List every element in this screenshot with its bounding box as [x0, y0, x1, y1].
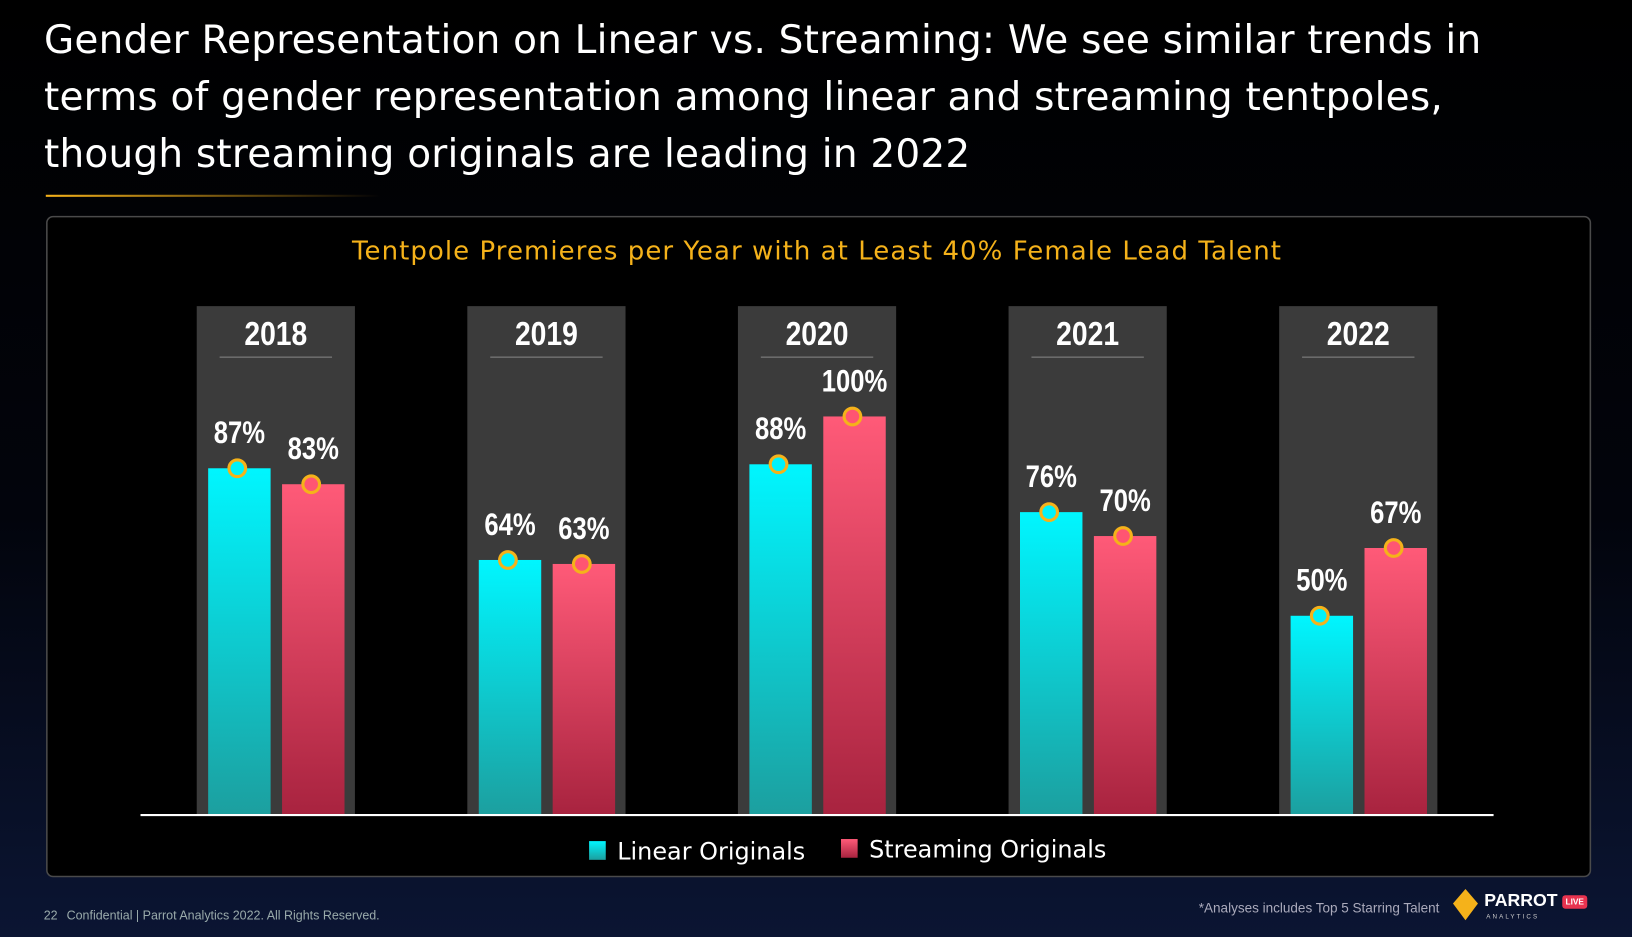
value-label: 64% — [484, 508, 535, 543]
legend-swatch — [840, 839, 858, 858]
bar-marker — [1039, 502, 1060, 523]
logo-badge — [1562, 895, 1588, 909]
bar-marker — [1309, 605, 1330, 626]
legend-label: Linear Originals — [617, 838, 805, 866]
footnote: *Analyses includes Top 5 Starring Talent — [1199, 900, 1440, 915]
logo-badge-text: LIVE — [1566, 897, 1585, 907]
title-rule — [45, 194, 381, 197]
x-tick-label: 2022 — [1327, 315, 1390, 353]
value-label: 83% — [288, 432, 339, 467]
bar-marker — [1113, 526, 1133, 546]
slide-title: Gender Representation on Linear vs. Stre… — [44, 18, 1482, 177]
bar — [823, 416, 886, 816]
value-label: 100% — [822, 364, 887, 399]
bar-marker — [768, 454, 789, 475]
bar — [282, 484, 345, 816]
bar-marker — [571, 554, 592, 574]
bar-marker — [227, 458, 248, 479]
value-label: 70% — [1100, 484, 1151, 519]
value-label: 76% — [1026, 460, 1077, 495]
x-tick-label: 2019 — [515, 315, 578, 353]
value-label: 88% — [755, 412, 806, 447]
logo-name: PARROT — [1484, 890, 1558, 910]
bar — [749, 464, 812, 816]
bar-marker — [842, 406, 863, 427]
x-tick-label: 2021 — [1056, 315, 1119, 353]
logo-icon — [1452, 888, 1478, 921]
bar — [1290, 615, 1354, 816]
bar — [1020, 512, 1083, 816]
bar — [208, 468, 271, 816]
page-number: 22 — [44, 908, 58, 922]
chart-title: Tentpole Premieres per Year with at Leas… — [351, 237, 1282, 267]
bar — [1364, 548, 1427, 816]
legend-swatch — [589, 841, 606, 860]
bar-marker — [301, 474, 322, 495]
value-label: 50% — [1296, 563, 1347, 598]
footer-text: Confidential | Parrot Analytics 2022. Al… — [67, 908, 380, 922]
bar-marker — [1383, 538, 1404, 558]
value-label: 87% — [214, 416, 265, 451]
logo-sub: ANALYTICS — [1486, 914, 1539, 921]
legend-label: Streaming Originals — [869, 835, 1106, 863]
bar — [1093, 536, 1157, 816]
bar — [478, 559, 542, 816]
value-label: 63% — [558, 512, 609, 547]
bar-marker — [498, 550, 518, 570]
x-tick-label: 2020 — [786, 315, 849, 353]
value-label: 67% — [1370, 496, 1421, 531]
bar — [552, 563, 616, 816]
x-tick-label: 2018 — [244, 315, 307, 353]
